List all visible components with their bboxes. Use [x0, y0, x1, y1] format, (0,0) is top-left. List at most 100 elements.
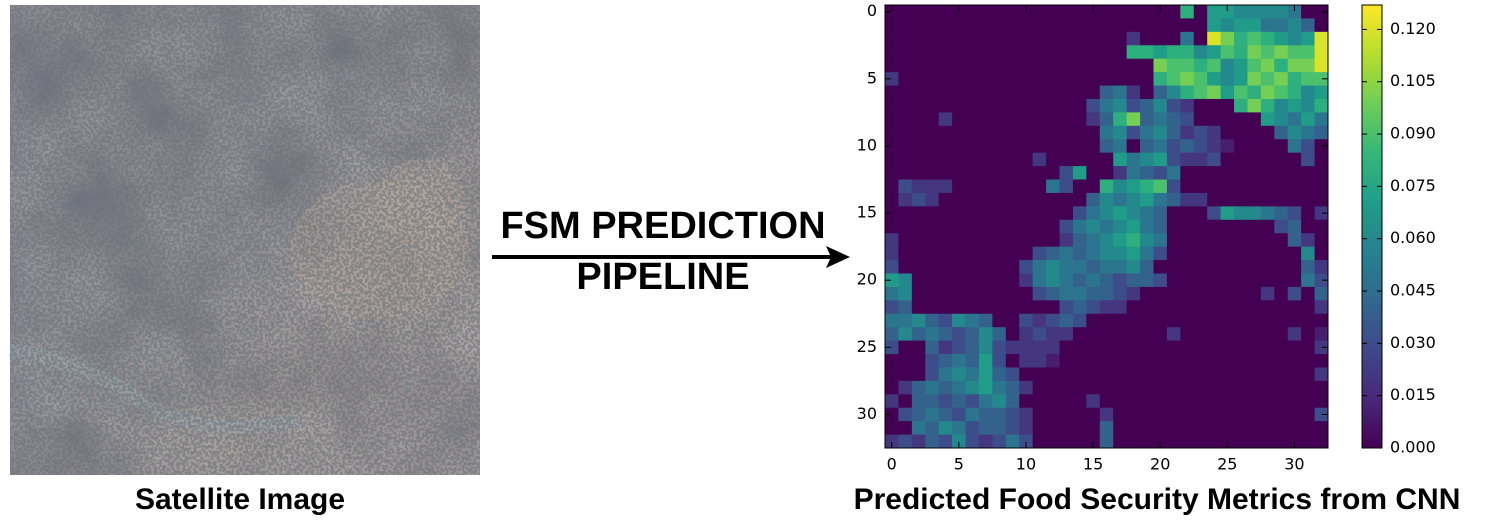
heatmap-cell [952, 421, 966, 435]
heatmap-cell [1207, 139, 1222, 154]
heatmap-cell [965, 219, 980, 234]
heatmap-cell [1207, 260, 1222, 274]
heatmap-cell [1019, 286, 1034, 301]
heatmap-cell [965, 152, 980, 167]
heatmap-cell [1301, 18, 1315, 33]
heatmap-cell [1072, 112, 1087, 127]
heatmap-cell [1247, 367, 1262, 382]
heatmap-cell [1180, 421, 1195, 435]
heatmap-cell [1072, 152, 1087, 167]
heatmap-cell [911, 45, 926, 60]
heatmap-cell [938, 407, 953, 422]
heatmap-cell [1140, 72, 1154, 86]
heatmap-cell [1260, 300, 1275, 315]
heatmap-cell [1220, 18, 1235, 33]
heatmap-cell [1301, 367, 1315, 382]
heatmap-cell [1207, 72, 1222, 86]
heatmap-cell [1193, 18, 1208, 33]
heatmap-cell [992, 72, 1007, 86]
heatmap-cell [1153, 327, 1168, 342]
colorbar-tick-label: 0.030 [1390, 333, 1436, 352]
heatmap-cell [1046, 354, 1060, 368]
heatmap-cell [1314, 192, 1329, 207]
heatmap-cell [1153, 125, 1168, 140]
heatmap-cell [965, 394, 980, 409]
heatmap-cell [1005, 98, 1020, 113]
heatmap-cell [1046, 72, 1060, 86]
heatmap-cell [1193, 31, 1208, 46]
heatmap-cell [1301, 407, 1315, 422]
heatmap-cell [1126, 112, 1141, 127]
heatmap-cell [1153, 192, 1168, 207]
heatmap-cell [938, 85, 953, 100]
heatmap-cell [1099, 313, 1114, 328]
heatmap-cell [1180, 45, 1195, 60]
heatmap-cell [1260, 313, 1275, 328]
heatmap-cell [1059, 313, 1074, 328]
heatmap-cell [1032, 18, 1047, 33]
heatmap-cell [1166, 72, 1181, 86]
heatmap-cell [1193, 5, 1208, 19]
satellite-image [9, 5, 480, 475]
heatmap-cell [1166, 85, 1181, 100]
heatmap-cell [1207, 367, 1222, 382]
heatmap-cell [1234, 72, 1248, 86]
heatmap-cell [1099, 112, 1114, 127]
heatmap-cell [1059, 219, 1074, 234]
heatmap-cell [1301, 273, 1315, 288]
heatmap-cell [1193, 139, 1208, 154]
heatmap-cell [911, 246, 926, 261]
heatmap-cell [1287, 219, 1302, 234]
heatmap-cell [1059, 394, 1074, 409]
heatmap-cell [978, 327, 993, 342]
heatmap-cell [1234, 58, 1248, 73]
heatmap-cell [1019, 246, 1034, 261]
heatmap-cell [965, 313, 980, 328]
heatmap-cell [1220, 219, 1235, 234]
heatmap-cell [1287, 286, 1302, 301]
heatmap-cell [885, 112, 899, 127]
heatmap-cell [1274, 219, 1289, 234]
heatmap-cell [1140, 192, 1154, 207]
heatmap-cell [1153, 85, 1168, 100]
heatmap-cell [1274, 233, 1289, 248]
heatmap-cell [1005, 139, 1020, 154]
heatmap-cell [952, 394, 966, 409]
heatmap-cell [1086, 18, 1101, 33]
heatmap-cell [1220, 85, 1235, 100]
heatmap-cell [1180, 260, 1195, 274]
heatmap-cell [1260, 219, 1275, 234]
heatmap-cell [1126, 85, 1141, 100]
heatmap-cell [1274, 45, 1289, 60]
heatmap-cell [1005, 166, 1020, 180]
heatmap-cell [978, 394, 993, 409]
heatmap-cell [1207, 407, 1222, 422]
heatmap-cell [925, 58, 940, 73]
heatmap-cell [1153, 31, 1168, 46]
heatmap-cell [898, 367, 913, 382]
heatmap-cell [1274, 31, 1289, 46]
heatmap-cell [992, 31, 1007, 46]
heatmap-cell [1193, 233, 1208, 248]
heatmap-cell [1113, 5, 1128, 19]
heatmap-cell [965, 112, 980, 127]
heatmap-cell [992, 380, 1007, 395]
heatmap-cell [978, 139, 993, 154]
y-tick-label: 0 [867, 1, 877, 20]
heatmap-cell [1314, 327, 1329, 342]
heatmap-cell [1153, 354, 1168, 368]
heatmap-cell [1247, 45, 1262, 60]
heatmap-cell [992, 179, 1007, 194]
heatmap-cell [1072, 219, 1087, 234]
heatmap-cell [1019, 18, 1034, 33]
heatmap-cell [911, 327, 926, 342]
heatmap-cell [965, 192, 980, 207]
heatmap-cell [1019, 166, 1034, 180]
heatmap-cell [978, 273, 993, 288]
heatmap-cell [1099, 246, 1114, 261]
heatmap-cell [1113, 179, 1128, 194]
heatmap-cell [1099, 18, 1114, 33]
heatmap-cell [1287, 380, 1302, 395]
heatmap-cell [1046, 367, 1060, 382]
heatmap-cell [1287, 407, 1302, 422]
